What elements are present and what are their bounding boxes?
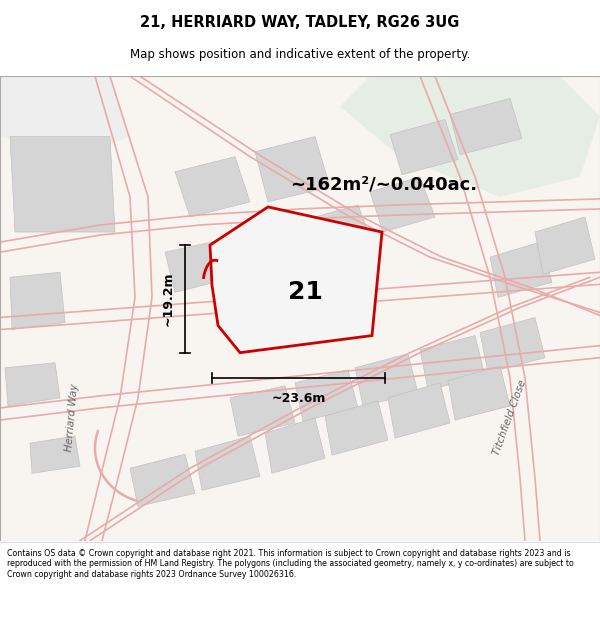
- Polygon shape: [10, 272, 65, 329]
- Text: 21, HERRIARD WAY, TADLEY, RG26 3UG: 21, HERRIARD WAY, TADLEY, RG26 3UG: [140, 16, 460, 31]
- Polygon shape: [210, 207, 382, 352]
- Polygon shape: [5, 362, 60, 406]
- Polygon shape: [240, 220, 308, 274]
- Polygon shape: [450, 98, 522, 154]
- Polygon shape: [10, 136, 115, 232]
- Text: Map shows position and indicative extent of the property.: Map shows position and indicative extent…: [130, 48, 470, 61]
- Polygon shape: [325, 401, 388, 455]
- Polygon shape: [230, 386, 295, 436]
- Text: 21: 21: [287, 281, 322, 304]
- Polygon shape: [195, 436, 260, 491]
- Text: ~23.6m: ~23.6m: [271, 392, 326, 405]
- Text: Titchfield Close: Titchfield Close: [491, 379, 529, 457]
- Polygon shape: [265, 418, 325, 473]
- Polygon shape: [388, 383, 450, 438]
- Text: Contains OS data © Crown copyright and database right 2021. This information is : Contains OS data © Crown copyright and d…: [7, 549, 574, 579]
- Polygon shape: [535, 217, 595, 274]
- Polygon shape: [448, 366, 510, 420]
- Polygon shape: [490, 242, 552, 298]
- Polygon shape: [480, 318, 545, 372]
- Polygon shape: [255, 136, 330, 202]
- Polygon shape: [355, 354, 418, 406]
- Polygon shape: [390, 119, 458, 175]
- Polygon shape: [295, 370, 358, 421]
- Text: ~19.2m: ~19.2m: [162, 272, 175, 326]
- Polygon shape: [130, 454, 195, 506]
- Polygon shape: [420, 336, 485, 390]
- Polygon shape: [165, 239, 235, 292]
- Polygon shape: [370, 177, 435, 232]
- Polygon shape: [308, 205, 372, 257]
- Polygon shape: [175, 157, 250, 217]
- Polygon shape: [30, 436, 80, 473]
- Text: Herriard Way: Herriard Way: [64, 384, 80, 452]
- Text: ~162m²/~0.040ac.: ~162m²/~0.040ac.: [290, 176, 477, 194]
- Polygon shape: [340, 76, 600, 197]
- Polygon shape: [0, 76, 130, 157]
